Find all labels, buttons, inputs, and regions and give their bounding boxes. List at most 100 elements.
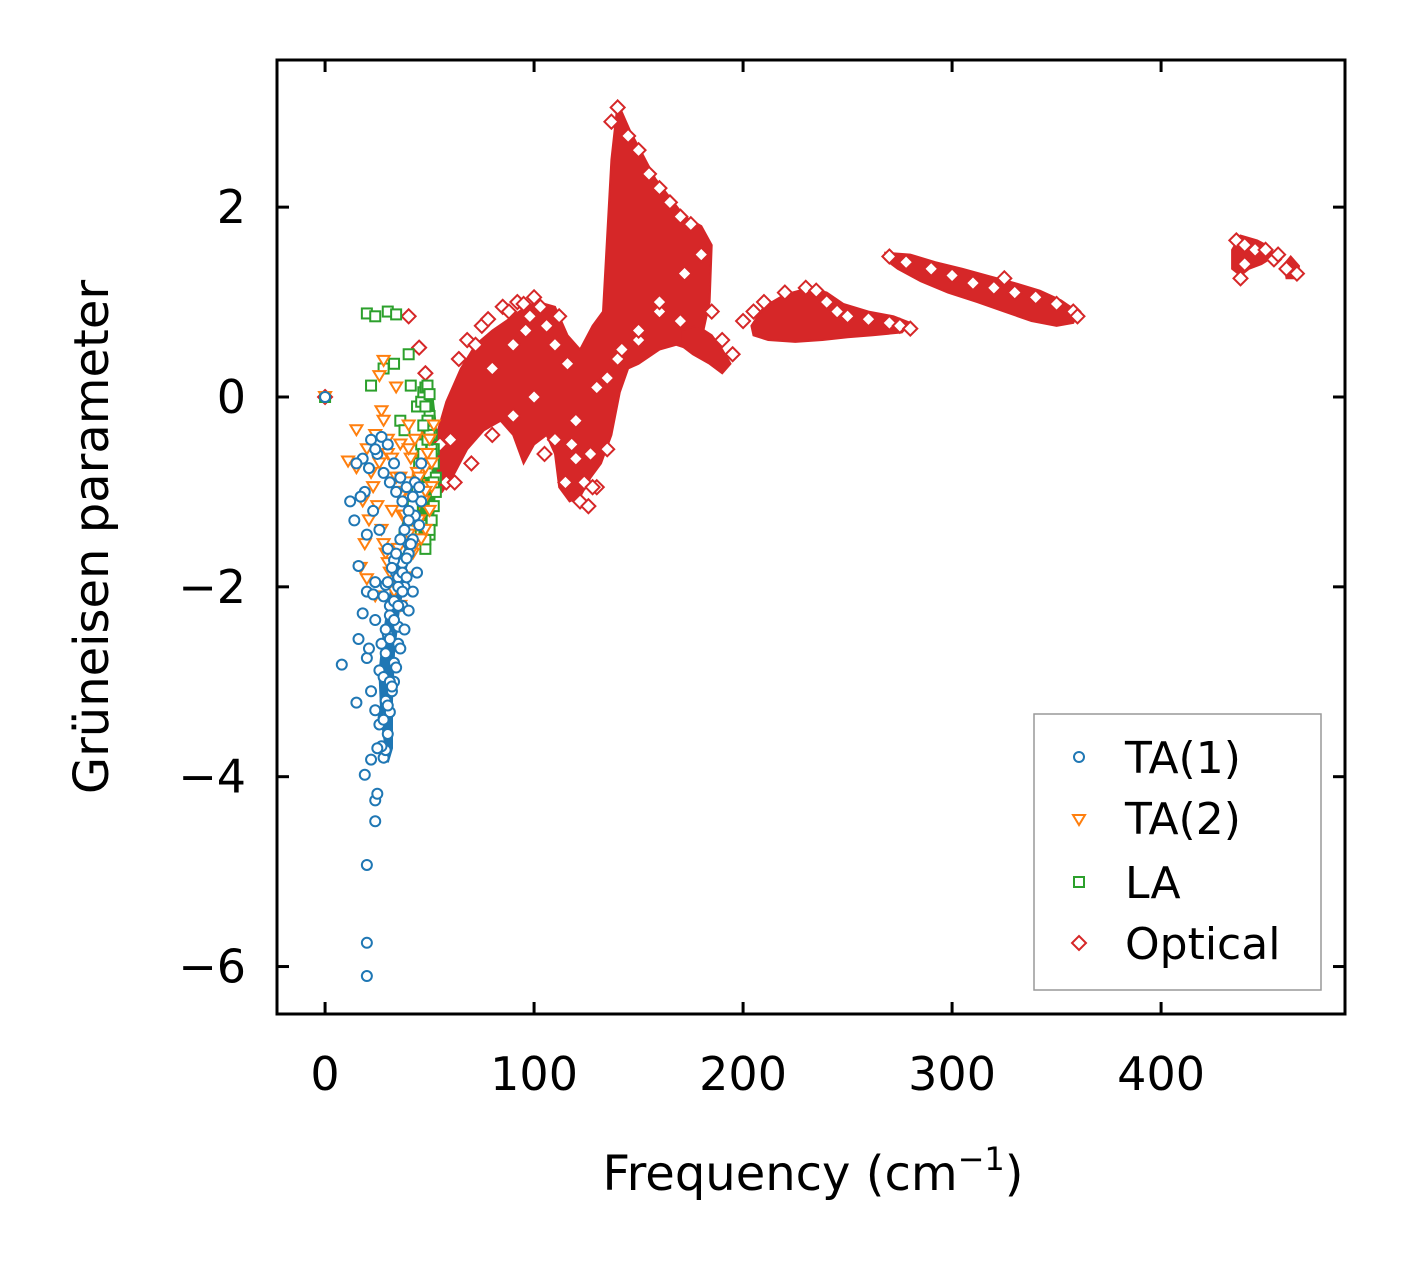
point-optical (467, 336, 484, 354)
point-optical (1269, 246, 1287, 264)
point-ta-1 (352, 559, 365, 572)
point-optical (483, 360, 501, 377)
point-optical (582, 445, 599, 463)
plot-frame (275, 58, 1347, 1016)
point-ta-1 (388, 457, 401, 470)
point-ta-1 (390, 485, 403, 498)
point-ta-2 (371, 370, 388, 384)
point-la (417, 419, 430, 432)
point-ta-1 (344, 495, 357, 508)
point-ta-2 (375, 414, 392, 428)
point-optical (630, 331, 647, 349)
point-ta-2 (421, 504, 438, 518)
point-optical (880, 248, 898, 265)
point-optical (400, 307, 418, 325)
point-optical (630, 322, 647, 339)
plot-data-layer (316, 98, 1306, 983)
point-ta-1 (350, 696, 363, 709)
legend-item-optical: Optical (1070, 919, 1280, 970)
point-optical (567, 450, 585, 468)
point-optical (462, 455, 480, 472)
point-optical (995, 269, 1013, 287)
point-optical (818, 293, 836, 311)
point-ta-1 (406, 585, 419, 598)
point-la (369, 310, 382, 323)
point-ta-2 (384, 504, 400, 518)
point-ta-1 (402, 514, 415, 527)
legend-label-optical: Optical (1125, 919, 1280, 970)
point-ta-1 (381, 699, 394, 712)
legend-item-ta2: TA(2) (1071, 794, 1241, 845)
legend-marker-ta1 (1073, 751, 1085, 763)
point-optical (575, 474, 593, 491)
point-ta-1 (394, 471, 407, 484)
point-ta-1 (413, 481, 426, 494)
point-optical (613, 341, 631, 358)
y-tick-label: −2 (178, 560, 246, 614)
legend-item-ta1: TA(1) (1073, 733, 1241, 784)
point-ta-1 (360, 970, 373, 983)
point-ta-1 (381, 727, 394, 740)
point-ta-1 (365, 433, 378, 446)
point-ta-2 (423, 457, 440, 471)
point-optical (442, 431, 459, 449)
point-optical (546, 431, 564, 449)
point-optical (563, 436, 581, 453)
point-optical (671, 208, 689, 226)
point-ta-1 (379, 647, 392, 660)
point-ta-2 (348, 424, 365, 438)
point-optical (602, 113, 620, 131)
point-optical (651, 293, 668, 311)
point-optical (1006, 284, 1024, 301)
point-ta-1 (381, 576, 394, 589)
y-tick-label: −6 (178, 940, 246, 994)
point-ta-1 (367, 504, 380, 517)
point-ta-2 (400, 443, 417, 457)
point-optical (525, 388, 543, 406)
point-optical (1227, 231, 1245, 249)
point-ta-1 (388, 614, 401, 627)
point-ta-1 (369, 443, 382, 456)
legend: TA(1) TA(2) LA Optical (1033, 713, 1322, 991)
point-optical (571, 492, 589, 510)
point-optical (531, 298, 549, 316)
point-ta-1 (369, 704, 382, 717)
point-optical (1288, 265, 1306, 282)
point-optical (676, 265, 693, 282)
point-optical (538, 317, 556, 335)
point-optical (985, 279, 1003, 297)
point-ta-1 (392, 599, 405, 612)
point-ta-2 (425, 419, 442, 433)
point-optical (546, 336, 564, 354)
point-optical (897, 253, 915, 271)
point-ta-1 (400, 481, 413, 494)
point-ta-1 (360, 858, 373, 871)
point-optical (1027, 288, 1045, 306)
point-optical (901, 320, 919, 338)
point-optical (517, 322, 535, 339)
x-tick-label: 0 (310, 1047, 339, 1101)
point-optical (922, 260, 940, 278)
point-ta-1 (411, 566, 424, 579)
point-ta-2 (375, 354, 392, 368)
point-ta-1 (369, 576, 382, 589)
point-ta-1 (375, 430, 388, 443)
point-optical (891, 317, 909, 335)
point-ta-1 (360, 936, 373, 949)
point-optical (410, 339, 428, 357)
point-optical (1257, 241, 1274, 259)
point-optical (640, 165, 658, 183)
point-ta-1 (402, 604, 415, 617)
point-ta-2 (421, 433, 438, 447)
point-optical (525, 288, 543, 306)
point-ta-1 (365, 685, 378, 698)
point-optical (682, 215, 700, 233)
point-ta-1 (398, 523, 411, 536)
point-optical (661, 193, 679, 211)
point-optical (619, 127, 637, 145)
point-optical (1069, 307, 1086, 325)
point-optical (943, 267, 961, 284)
legend-item-la: LA (1073, 858, 1181, 909)
